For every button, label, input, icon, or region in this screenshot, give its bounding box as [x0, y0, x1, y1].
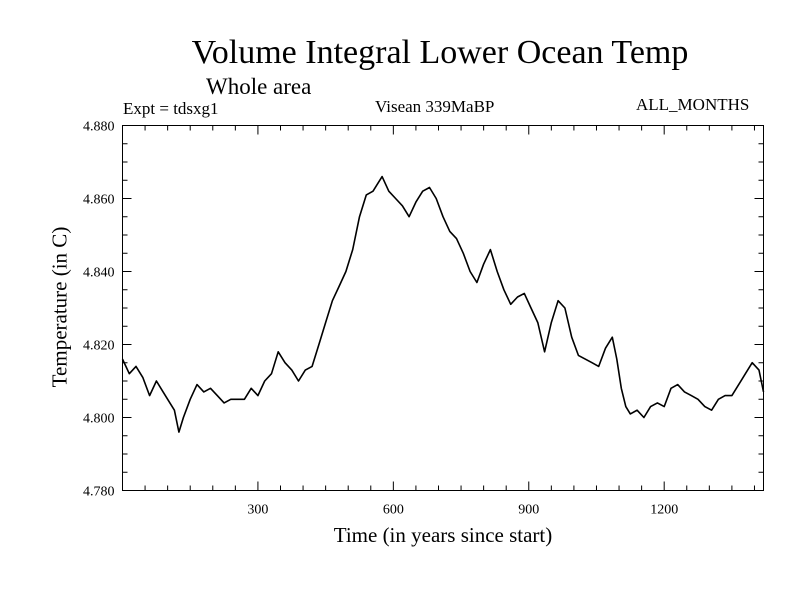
y-tick-label: 4.800: [83, 412, 115, 427]
x-axis-label: Time (in years since start): [333, 523, 553, 547]
x-tick-label: 600: [383, 503, 404, 518]
experiment-label: Expt = tdsxg1: [123, 99, 219, 118]
series-line-temperature: [121, 175, 765, 433]
plot-frame: [122, 125, 764, 491]
x-tick-label: 900: [518, 503, 539, 518]
months-label: ALL_MONTHS: [636, 95, 750, 114]
period-label: Visean 339MaBP: [375, 97, 495, 116]
y-tick-label: 4.780: [83, 485, 115, 500]
x-tick-label: 300: [247, 503, 268, 518]
x-tick-label: 1200: [650, 503, 678, 518]
chart-subtitle: Whole area: [206, 74, 312, 99]
tick-labels: 300 600 900 1200 4.780 4.800 4.820 4.840 4.860 4.…: [83, 120, 678, 518]
y-tick-label: 4.860: [83, 193, 115, 208]
axis-ticks: [122, 125, 764, 491]
y-tick-label: 4.880: [83, 120, 115, 135]
chart-title: Volume Integral Lower Ocean Temp: [191, 34, 689, 71]
y-tick-label: 4.820: [83, 339, 115, 354]
y-tick-label: 4.840: [83, 266, 115, 281]
